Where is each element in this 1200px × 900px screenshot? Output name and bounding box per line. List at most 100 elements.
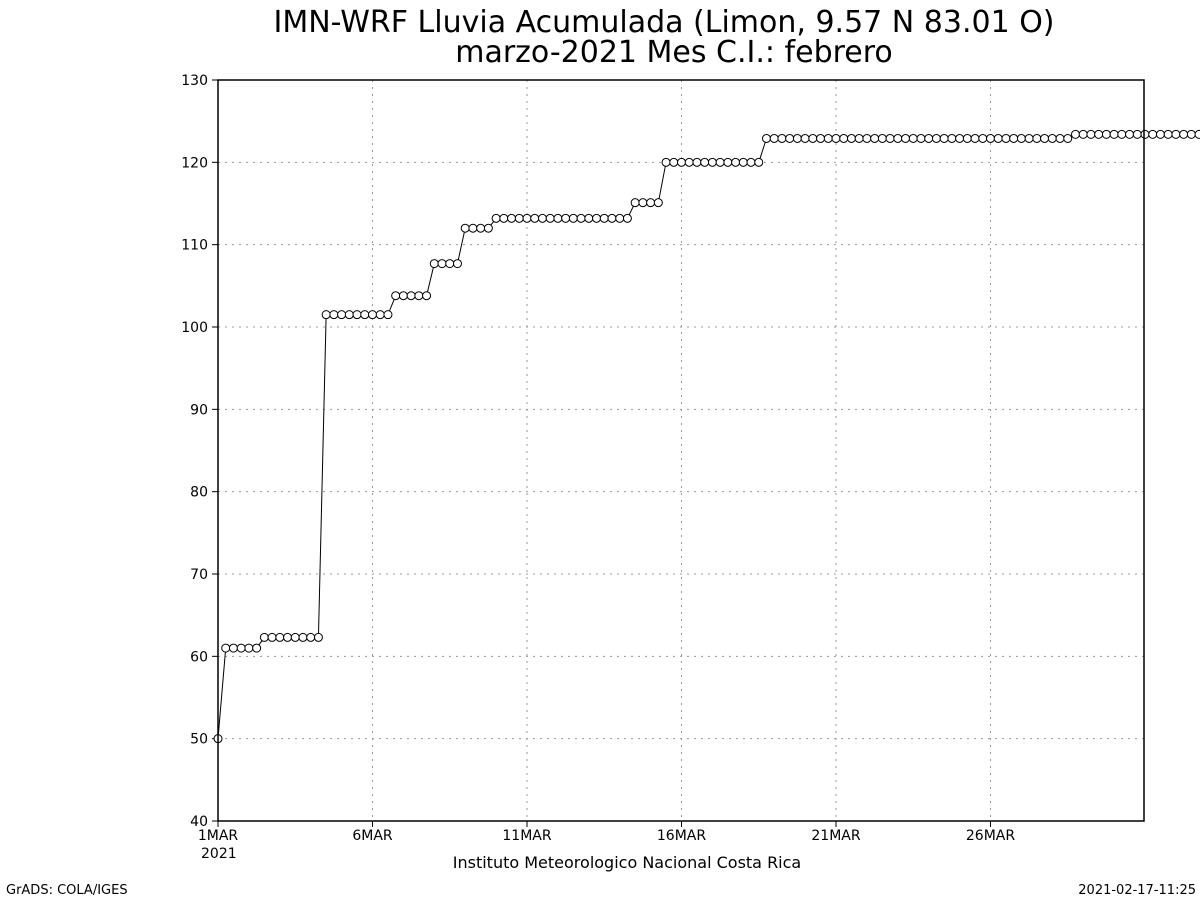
data-point <box>777 133 787 143</box>
data-point <box>452 259 462 269</box>
data-point <box>993 133 1003 143</box>
data-point <box>360 310 370 320</box>
data-point <box>306 632 316 642</box>
data-point <box>1070 129 1080 139</box>
data-point <box>576 213 586 223</box>
data-point <box>329 310 339 320</box>
data-point <box>383 310 393 320</box>
data-point <box>352 310 362 320</box>
data-point <box>337 310 347 320</box>
data-point <box>584 213 594 223</box>
data-point <box>1016 133 1026 143</box>
data-point <box>545 213 555 223</box>
data-point <box>422 291 432 301</box>
data-point <box>344 310 354 320</box>
data-point <box>723 157 733 167</box>
data-point <box>646 198 656 208</box>
data-point <box>1109 129 1119 139</box>
data-point <box>1179 129 1189 139</box>
series-cumulative-rain <box>213 129 1200 744</box>
data-point <box>530 213 540 223</box>
data-point <box>592 213 602 223</box>
data-point <box>684 157 694 167</box>
data-point <box>568 213 578 223</box>
series-line <box>217 133 1200 739</box>
y-tick-label: 100 <box>181 320 208 336</box>
data-point <box>854 133 864 143</box>
data-point <box>476 223 486 233</box>
credit-label: Instituto Meteorologico Nacional Costa R… <box>453 853 801 872</box>
data-point <box>429 259 439 269</box>
data-point <box>638 198 648 208</box>
data-point <box>692 157 702 167</box>
data-point <box>1140 129 1150 139</box>
data-point <box>1155 129 1165 139</box>
data-point <box>1163 129 1173 139</box>
data-point <box>846 133 856 143</box>
data-point <box>1078 129 1088 139</box>
data-point <box>785 133 795 143</box>
y-tick-label: 60 <box>190 649 208 665</box>
data-point <box>653 198 663 208</box>
x-tick-label: 11MAR <box>502 828 551 844</box>
data-point <box>1040 133 1050 143</box>
y-axis: 40 50 60 70 80 90 100 110 120 130 <box>181 73 218 830</box>
footer-left: GrADS: COLA/IGES <box>6 883 128 898</box>
data-point <box>738 157 748 167</box>
x-axis-year-label: 2021 <box>201 846 237 862</box>
data-point <box>831 133 841 143</box>
x-tick-label: 26MAR <box>966 828 1015 844</box>
data-point <box>1101 129 1111 139</box>
data-point <box>769 133 779 143</box>
data-point <box>1125 129 1135 139</box>
data-point <box>445 259 455 269</box>
y-tick-label: 90 <box>190 402 208 418</box>
x-axis: 1MAR 6MAR 11MAR 16MAR 21MAR 26MAR <box>198 821 1015 844</box>
data-point <box>893 133 903 143</box>
data-point <box>537 213 547 223</box>
y-tick-label: 80 <box>190 485 208 501</box>
data-point <box>267 632 277 642</box>
data-point <box>1186 129 1196 139</box>
data-point <box>816 133 826 143</box>
data-point <box>970 133 980 143</box>
data-point <box>715 157 725 167</box>
y-tick-label: 40 <box>190 814 208 830</box>
data-point <box>808 133 818 143</box>
data-point <box>1148 129 1158 139</box>
data-point <box>460 223 470 233</box>
data-point <box>1117 129 1127 139</box>
data-point <box>615 213 625 223</box>
data-point <box>931 133 941 143</box>
data-point <box>761 133 771 143</box>
data-point <box>221 643 231 653</box>
data-point <box>754 157 764 167</box>
data-point <box>290 632 300 642</box>
chart-subtitle: marzo-2021 Mes C.I.: febrero <box>455 35 893 70</box>
data-point <box>677 157 686 167</box>
data-point <box>398 291 408 301</box>
data-point <box>1132 129 1142 139</box>
data-point <box>746 157 756 167</box>
data-point <box>630 198 640 208</box>
data-point <box>1171 129 1181 139</box>
data-point <box>986 133 995 143</box>
data-point <box>622 213 632 223</box>
data-point <box>391 291 401 301</box>
data-point <box>375 310 385 320</box>
x-tick-label: 6MAR <box>352 828 393 844</box>
data-point <box>259 632 269 642</box>
data-point <box>1024 133 1034 143</box>
data-point <box>483 223 493 233</box>
y-tick-label: 110 <box>181 238 208 254</box>
data-point <box>499 213 509 223</box>
data-point <box>1063 133 1073 143</box>
data-point <box>507 213 517 223</box>
y-tick-label: 120 <box>181 155 208 171</box>
data-point <box>908 133 918 143</box>
data-point <box>939 133 949 143</box>
chart-title: IMN-WRF Lluvia Acumulada (Limon, 9.57 N … <box>273 5 1054 40</box>
data-point <box>669 157 679 167</box>
footer-right: 2021-02-17-11:25 <box>1078 883 1196 898</box>
data-point <box>924 133 934 143</box>
